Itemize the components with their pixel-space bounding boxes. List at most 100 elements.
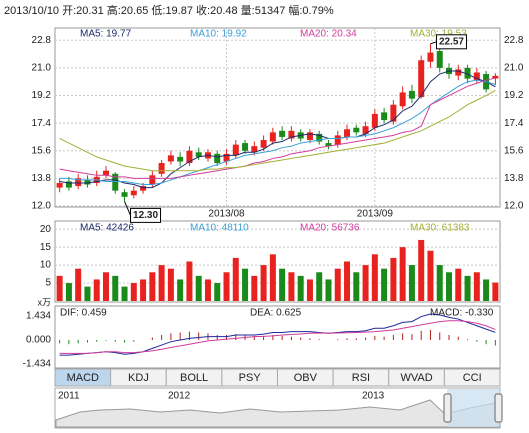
y-tick-label: 15.6 <box>504 145 524 156</box>
ma-line <box>59 77 496 179</box>
volume-bar <box>473 272 480 301</box>
y-tick-label: -1.434 <box>23 359 52 370</box>
volume-bar <box>56 275 63 301</box>
y-tick-label: 22.8 <box>504 35 524 46</box>
x-tick-label: 2013/08 <box>208 209 245 220</box>
tab[interactable] <box>443 368 501 387</box>
annotation-line <box>430 41 437 45</box>
navigator-label: 2011 <box>58 391 80 402</box>
candle-body <box>427 52 434 62</box>
candle-body <box>177 156 184 162</box>
volume-bar <box>158 265 165 301</box>
volume-bar <box>446 272 453 301</box>
candle-body <box>251 146 258 153</box>
y-tick-label: 10 <box>40 260 52 271</box>
y-tick-label: 21.0 <box>504 63 524 74</box>
volume-panel <box>54 220 501 303</box>
candle-body <box>381 112 388 121</box>
volume-bar <box>121 286 128 301</box>
volume-bar <box>223 272 230 301</box>
candle-body <box>130 190 137 196</box>
candle-body <box>84 179 91 185</box>
volume-bar <box>483 279 490 301</box>
navigator-handle[interactable] <box>443 393 452 423</box>
volume-bar <box>177 279 184 301</box>
legend-label: MACD: -0.330 <box>430 308 494 319</box>
y-tick-label: 19.2 <box>32 90 52 101</box>
candle-body <box>325 143 332 147</box>
candle-body <box>418 60 425 98</box>
unit-label: x万 <box>37 297 51 307</box>
tab-label[interactable]: OBV <box>294 372 318 384</box>
volume-bar <box>288 272 295 301</box>
annotation-line <box>124 201 131 216</box>
volume-bar <box>75 268 82 301</box>
legend-label: DEA: 0.625 <box>250 308 302 319</box>
legend-label: MA30: 61383 <box>410 223 470 234</box>
volume-bar <box>242 268 249 301</box>
volume-bar <box>112 275 119 301</box>
y-tick-label: 15 <box>40 242 52 253</box>
y-tick-label: 5 <box>45 278 51 289</box>
candle-body <box>260 140 267 148</box>
candle-body <box>334 135 341 145</box>
volume-bar <box>186 261 193 301</box>
annotation-label: 12.30 <box>133 210 158 221</box>
volume-bar <box>251 275 258 301</box>
volume-bar <box>362 265 369 301</box>
candle-body <box>149 175 156 185</box>
volume-bar <box>381 268 388 301</box>
ma-line <box>59 90 496 172</box>
candle-body <box>121 192 128 197</box>
tab-label[interactable]: WVAD <box>400 372 432 384</box>
navigator-label: 2013 <box>362 391 385 402</box>
candle-body <box>140 186 147 191</box>
volume-bar <box>214 283 221 301</box>
candle-body <box>390 104 397 122</box>
y-tick-label: 0.000 <box>26 335 51 346</box>
volume-bar <box>418 239 425 301</box>
y-tick-label: 12.0 <box>32 201 52 212</box>
legend-label: MA30: 19.53 <box>410 29 467 40</box>
volume-bar <box>436 265 443 301</box>
macd-panel <box>54 305 501 369</box>
y-tick-label: 15.6 <box>32 145 52 156</box>
volume-bar <box>204 279 211 301</box>
candle-body <box>158 163 165 174</box>
navigator-window[interactable] <box>447 389 499 427</box>
volume-bar <box>84 286 91 301</box>
tab-label[interactable]: CCI <box>463 372 482 384</box>
candle-body <box>464 67 471 79</box>
tab-label[interactable]: RSI <box>352 372 370 384</box>
volume-bar <box>195 275 202 301</box>
volume-bar <box>130 283 137 301</box>
navigator-handle[interactable] <box>494 393 503 423</box>
volume-bar <box>149 272 156 301</box>
candle-body <box>232 144 239 156</box>
candle-body <box>362 126 369 134</box>
volume-bar <box>260 265 267 301</box>
candle-body <box>399 92 406 107</box>
volume-bar <box>306 279 313 301</box>
candle-body <box>223 153 230 162</box>
volume-bar <box>232 257 239 301</box>
y-tick-label: 19.2 <box>504 90 524 101</box>
volume-bar <box>316 272 323 301</box>
candle-body <box>371 113 378 128</box>
tab-label[interactable]: KDJ <box>128 372 149 384</box>
volume-bar <box>455 268 462 301</box>
candle-body <box>242 143 249 151</box>
candle-body <box>436 51 443 68</box>
volume-bar <box>492 282 499 301</box>
legend-label: MA5: 19.77 <box>80 29 132 40</box>
tab-label[interactable]: BOLL <box>180 372 208 384</box>
x-tick-label: 2013/09 <box>357 209 394 220</box>
volume-bar <box>93 279 100 301</box>
legend-label: MA5: 42426 <box>80 223 134 234</box>
volume-bar <box>65 283 72 301</box>
candle-body <box>195 152 202 157</box>
tab-label[interactable]: MACD <box>67 372 99 384</box>
tab-label[interactable]: PSY <box>239 372 262 384</box>
navigator-label: 2012 <box>168 391 191 402</box>
candle-body <box>344 129 351 137</box>
